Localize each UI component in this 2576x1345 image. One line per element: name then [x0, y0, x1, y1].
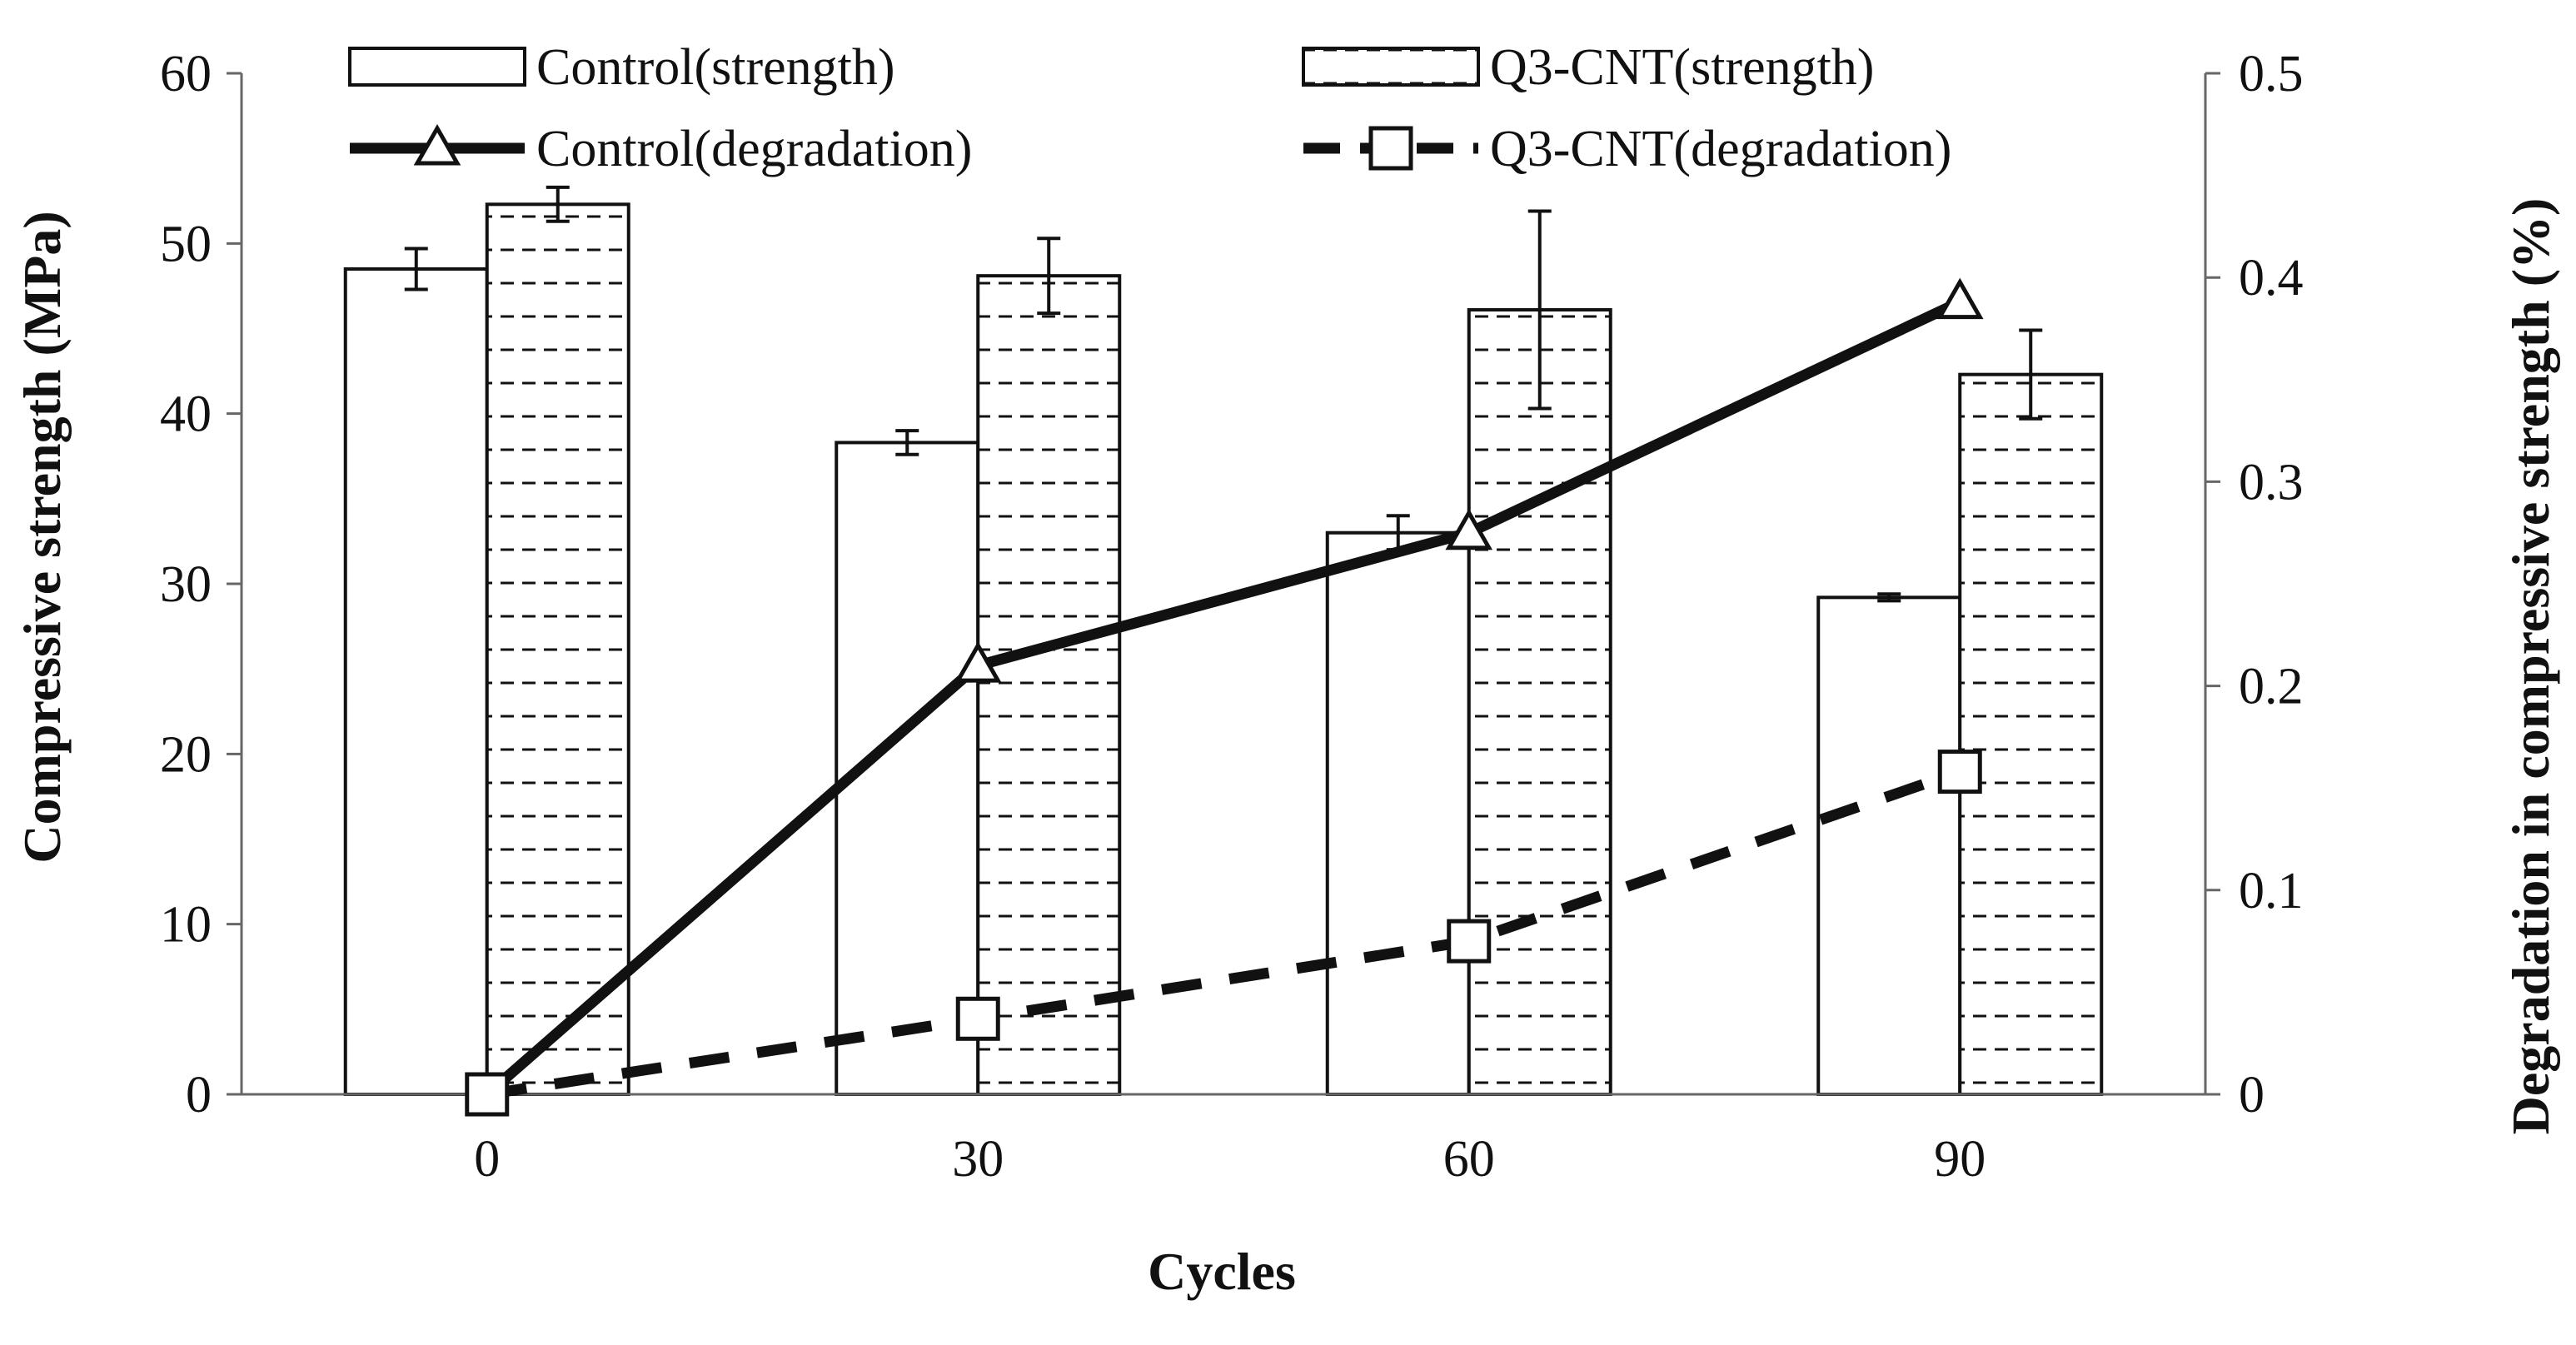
- point-control-degradation: [1445, 508, 1493, 550]
- bar-control-60: [1325, 531, 1471, 1096]
- legend-item: Q3-CNT(degradation): [1303, 121, 1951, 177]
- y-right-tick-label: 0.3: [2239, 454, 2304, 511]
- y-left-tick-label: 40: [160, 386, 212, 443]
- y-right-tick-label: 0.5: [2239, 46, 2304, 102]
- y-left-tick-label: 50: [160, 216, 212, 272]
- error-bar: [1527, 209, 1552, 411]
- point-control-degradation: [954, 641, 1002, 683]
- lines-layer: [465, 277, 1984, 1117]
- x-tick-label: 30: [952, 1131, 1004, 1188]
- point-q3cnt-degradation: [955, 996, 1000, 1041]
- bar-q3cnt-0: [485, 202, 630, 1096]
- y-right-tick-label: 0.4: [2239, 250, 2304, 306]
- x-axis-title: Cycles: [1148, 1242, 1296, 1301]
- y-axis-right-title: Degradation in compressive strength (%): [2501, 198, 2560, 1135]
- axes-layer: 0 10 20 30 40 50 60 0 0.1 0.2 0.3 0.4 0.5 0 30 60 90: [160, 46, 2304, 1188]
- bar-q3cnt-30: [976, 274, 1122, 1096]
- legend-label: Control(degradation): [536, 121, 972, 177]
- legend-label: Q3-CNT(strength): [1490, 39, 1874, 96]
- x-tick-label: 60: [1443, 1131, 1495, 1188]
- x-tick-label: 0: [474, 1131, 500, 1188]
- legend-swatch-q3cnt-strength: [1302, 47, 1480, 87]
- error-bar: [895, 429, 919, 456]
- point-q3cnt-degradation: [1937, 750, 1982, 795]
- bars-layer: [343, 185, 2104, 1097]
- y-right-tick-label: 0.1: [2239, 863, 2304, 919]
- bar-control-0: [343, 267, 489, 1096]
- bar-q3cnt-90: [1958, 372, 2104, 1097]
- y-right-tick-label: 0: [2239, 1067, 2265, 1123]
- line-q3cnt-degradation: [486, 766, 1962, 1100]
- error-bar: [546, 185, 570, 223]
- error-bar: [1877, 592, 1901, 603]
- y-left-tick-label: 60: [160, 46, 212, 102]
- legend-item: Control(strength): [348, 39, 895, 96]
- legend-swatch-control-strength: [348, 47, 526, 87]
- bar-q3cnt-60: [1467, 308, 1612, 1097]
- y-left-tick-label: 10: [160, 897, 212, 954]
- legend-item: Control(degradation): [350, 121, 972, 177]
- x-tick-label: 90: [1934, 1131, 1986, 1188]
- point-control-degradation: [1936, 277, 1984, 320]
- bar-control-90: [1816, 595, 1962, 1096]
- y-left-tick-label: 20: [160, 726, 212, 783]
- y-axis-left-title: Compressive strength (MPa): [12, 211, 72, 863]
- point-q3cnt-degradation: [465, 1072, 510, 1117]
- axis-labels: Cycles Compressive strength (MPa) Degrad…: [12, 198, 2560, 1301]
- error-bar: [2019, 328, 2043, 421]
- line-control-degradation: [483, 296, 1963, 1098]
- y-right-tick-label: 0.2: [2239, 659, 2304, 715]
- legend: Control(strength) Q3-CNT(strength) Control…: [348, 39, 1951, 177]
- y-left-tick-label: 30: [160, 556, 212, 613]
- error-bar: [404, 247, 428, 291]
- legend-label: Q3-CNT(degradation): [1490, 121, 1951, 177]
- legend-marker-triangle: [413, 123, 461, 166]
- legend-item: Q3-CNT(strength): [1302, 39, 1874, 96]
- y-left-tick-label: 0: [186, 1067, 212, 1123]
- legend-label: Control(strength): [536, 39, 895, 96]
- legend-marker-square: [1368, 126, 1413, 171]
- error-bar: [1037, 237, 1061, 316]
- point-q3cnt-degradation: [1447, 919, 1492, 964]
